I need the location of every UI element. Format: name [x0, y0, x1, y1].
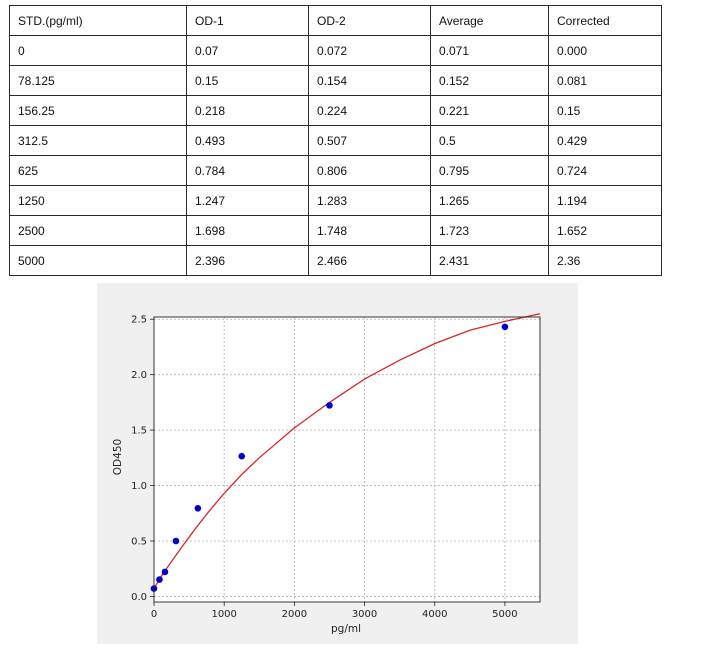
data-point	[326, 402, 333, 409]
cell-std: 625	[9, 155, 187, 186]
table-row: 625 0.784 0.806 0.795 0.724	[9, 155, 662, 186]
y-tick-label: 1.5	[131, 426, 147, 437]
cell-std: 1250	[9, 185, 187, 216]
data-point	[156, 576, 163, 583]
cell-od2: 1.748	[308, 215, 431, 246]
x-axis-label: pg/ml	[331, 623, 361, 635]
plot-frame	[153, 316, 541, 603]
x-tick-label: 5000	[492, 609, 517, 620]
data-point	[161, 568, 169, 576]
cell-std: 78.125	[9, 65, 187, 96]
cell-od2: 1.283	[308, 185, 431, 216]
table-header-row: STD.(pg/ml) OD-1 OD-2 Average Corrected	[9, 5, 662, 36]
cell-corrected: 2.36	[548, 245, 662, 276]
cell-od2: 2.466	[308, 245, 431, 276]
cell-average: 2.431	[430, 245, 549, 276]
cell-average: 0.071	[430, 35, 549, 66]
cell-average: 0.795	[430, 155, 549, 186]
x-tick-label: 2000	[282, 609, 307, 620]
table-row: 156.25 0.218 0.224 0.221 0.15	[9, 95, 662, 126]
cell-corrected: 1.652	[548, 215, 662, 246]
table-row: 1250 1.247 1.283 1.265 1.194	[9, 185, 662, 216]
cell-corrected: 0.000	[548, 35, 662, 66]
cell-od1: 0.493	[186, 125, 309, 156]
table-row: 0 0.07 0.072 0.071 0.000	[9, 35, 662, 66]
x-tick-label: 4000	[422, 609, 447, 620]
cell-corrected: 0.081	[548, 65, 662, 96]
cell-std: 0	[9, 35, 187, 66]
cell-od1: 1.247	[186, 185, 309, 216]
chart-canvas: 0 1000 2000 3000 4000 5000 0.0 0.5 1.0 1.5 2.0 2.5 p…	[112, 313, 541, 635]
cell-average: 1.723	[430, 215, 549, 246]
header-od1: OD-1	[186, 5, 309, 36]
table-row: 78.125 0.15 0.154 0.152 0.081	[9, 65, 662, 96]
y-tick-label: 0.5	[131, 537, 147, 548]
y-axis-label: OD450	[112, 439, 124, 475]
x-tick-label: 0	[151, 609, 157, 620]
standard-curve-table: STD.(pg/ml) OD-1 OD-2 Average Corrected …	[9, 5, 662, 276]
header-std: STD.(pg/ml)	[9, 5, 187, 36]
table-row: 2500 1.698 1.748 1.723 1.652	[9, 215, 662, 246]
table-body: 0 0.07 0.072 0.071 0.000 78.125 0.15 0.154 0.152…	[9, 35, 662, 276]
cell-od2: 0.154	[308, 65, 431, 96]
cell-od1: 2.396	[186, 245, 309, 276]
table-row: 312.5 0.493 0.507 0.5 0.429	[9, 125, 662, 156]
cell-std: 5000	[9, 245, 187, 276]
header-corrected: Corrected	[548, 5, 662, 36]
cell-corrected: 1.194	[548, 185, 662, 216]
cell-od2: 0.072	[308, 35, 431, 66]
cell-od2: 0.806	[308, 155, 431, 186]
cell-od2: 0.224	[308, 95, 431, 126]
table-row: 5000 2.396 2.466 2.431 2.36	[9, 245, 662, 276]
data-point	[501, 323, 509, 331]
standard-curve-chart: 0 1000 2000 3000 4000 5000 0.0 0.5 1.0 1.5 2.0 2.5 p…	[97, 283, 578, 644]
x-tick-label: 3000	[352, 609, 377, 620]
y-tick-label: 2.5	[131, 315, 147, 326]
cell-corrected: 0.429	[548, 125, 662, 156]
cell-corrected: 0.15	[548, 95, 662, 126]
y-tick-label: 0.0	[131, 592, 147, 603]
cell-average: 1.265	[430, 185, 549, 216]
data-point	[172, 537, 180, 545]
cell-average: 0.152	[430, 65, 549, 96]
cell-std: 312.5	[9, 125, 187, 156]
plot-area	[154, 317, 540, 602]
y-tick-label: 2.0	[131, 370, 147, 381]
header-average: Average	[430, 5, 549, 36]
data-point	[194, 504, 202, 512]
cell-od1: 1.698	[186, 215, 309, 246]
header-od2: OD-2	[308, 5, 431, 36]
data-point	[238, 452, 246, 460]
cell-od1: 0.218	[186, 95, 309, 126]
cell-od1: 0.07	[186, 35, 309, 66]
cell-std: 2500	[9, 215, 187, 246]
cell-std: 156.25	[9, 95, 187, 126]
cell-od2: 0.507	[308, 125, 431, 156]
x-tick-label: 1000	[211, 609, 236, 620]
cell-od1: 0.15	[186, 65, 309, 96]
cell-average: 0.5	[430, 125, 549, 156]
fit-curve-line	[153, 313, 541, 590]
y-tick-label: 1.0	[131, 481, 147, 492]
cell-od1: 0.784	[186, 155, 309, 186]
cell-average: 0.221	[430, 95, 549, 126]
cell-corrected: 0.724	[548, 155, 662, 186]
